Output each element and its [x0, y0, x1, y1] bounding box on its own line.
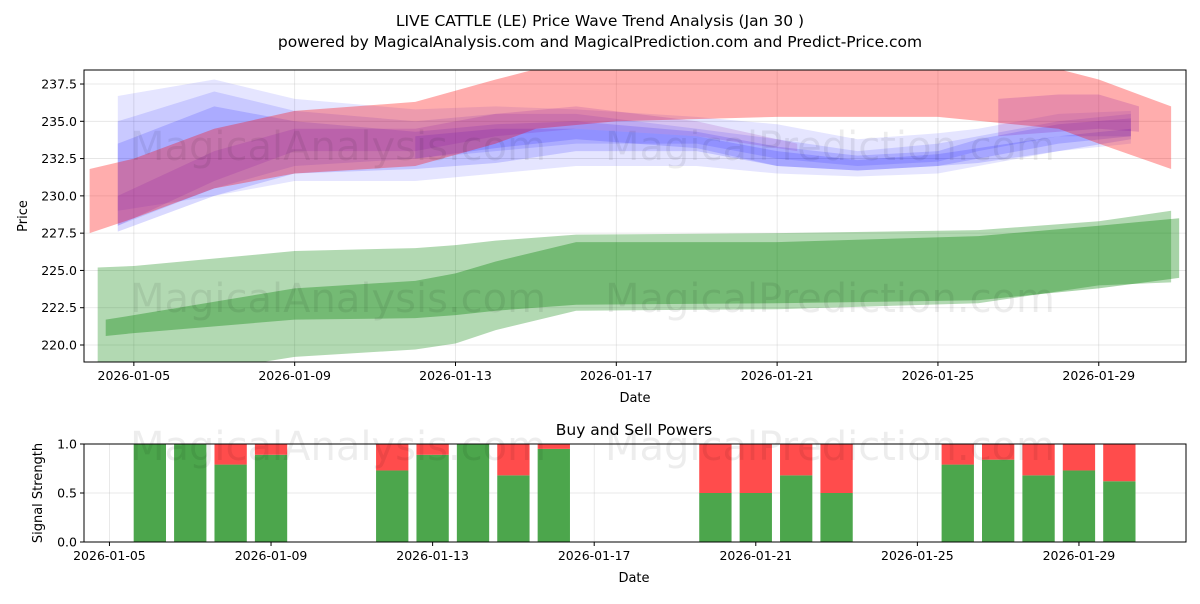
band-purple-1: [117, 106, 798, 226]
buy-bar: [739, 493, 772, 542]
x-tick-label: 2026-01-25: [881, 548, 954, 563]
plot-frame: [83, 443, 1187, 543]
sell-bar: [739, 444, 772, 493]
x-tick-label: 2026-01-13: [396, 548, 469, 563]
band-blue-1: [117, 79, 1131, 211]
sell-bar: [214, 444, 247, 465]
buy-bar: [214, 464, 247, 542]
y-tick-label: 0.5: [57, 486, 77, 501]
buy-bar: [174, 444, 207, 542]
watermark: MagicalAnalysis.com: [130, 424, 546, 470]
x-tick-label: 2026-01-29: [1062, 368, 1135, 383]
buy-bar: [1103, 481, 1136, 542]
plot-frame: [83, 69, 1187, 363]
buy-bar: [254, 454, 288, 542]
buy-bar: [497, 475, 530, 542]
band-blue-4: [415, 128, 1131, 171]
y-tick-label: 230.0: [41, 188, 77, 203]
sell-bar: [982, 444, 1015, 460]
y-tick-label: 220.0: [41, 337, 77, 352]
sell-bar: [941, 444, 974, 465]
sell-bar: [699, 444, 732, 493]
x-tick-label: 2026-01-05: [73, 548, 146, 563]
top-x-axis-label: Date: [619, 391, 650, 406]
buy-bar: [537, 448, 570, 542]
buy-bar: [1022, 475, 1055, 542]
bottom-y-axis-label: Signal Strength: [31, 443, 46, 543]
sell-bar: [780, 444, 813, 476]
x-tick-label: 2026-01-13: [419, 368, 492, 383]
sell-bar: [416, 444, 449, 455]
y-tick-label: 222.5: [41, 300, 77, 315]
watermark: MagicalAnalysis.com: [130, 276, 546, 322]
sell-bar: [1103, 444, 1136, 482]
bottom-x-axis-label: Date: [618, 571, 649, 586]
y-tick-label: 235.0: [41, 114, 77, 129]
buy-bar: [941, 464, 974, 542]
sell-bar: [1062, 444, 1096, 471]
y-tick-label: 1.0: [57, 437, 77, 452]
x-tick-label: 2026-01-17: [580, 368, 653, 383]
x-tick-label: 2026-01-05: [98, 368, 171, 383]
sell-bar: [497, 444, 530, 476]
band-green-inner: [105, 218, 1180, 337]
buy-bar: [416, 454, 449, 542]
y-tick-label: 232.5: [41, 151, 77, 166]
watermark: MagicalPrediction.com: [605, 424, 1055, 470]
price-wave-chart: MagicalAnalysis.com MagicalPrediction.com…: [41, 69, 1187, 383]
x-tick-label: 2026-01-09: [258, 368, 331, 383]
y-tick-label: 0.0: [57, 535, 77, 550]
band-purple-2: [998, 94, 1139, 137]
sell-bar: [537, 444, 570, 449]
watermark: MagicalPrediction.com: [605, 124, 1055, 170]
band-blue-2: [117, 91, 1131, 226]
buy-bar: [820, 493, 853, 542]
sell-bar: [820, 444, 853, 493]
band-blue-3: [117, 106, 1131, 232]
top-y-axis-label: Price: [16, 200, 31, 232]
y-tick-label: 237.5: [41, 77, 77, 92]
x-tick-label: 2026-01-21: [719, 548, 792, 563]
watermark: MagicalAnalysis.com: [130, 124, 546, 170]
x-tick-label: 2026-01-09: [235, 548, 308, 563]
y-tick-label: 227.5: [41, 226, 77, 241]
bottom-chart-title: Buy and Sell Powers: [556, 421, 713, 439]
buy-bar: [982, 459, 1015, 542]
x-tick-label: 2026-01-21: [741, 368, 814, 383]
x-tick-label: 2026-01-25: [902, 368, 975, 383]
chart-subtitle: powered by MagicalAnalysis.com and Magic…: [278, 33, 922, 51]
band-green-outer: [97, 210, 1172, 362]
buy-bar: [699, 493, 732, 542]
sell-bar: [1022, 444, 1055, 476]
buy-bar: [780, 475, 813, 542]
band-red-main: [89, 70, 1172, 234]
watermark: MagicalPrediction.com: [605, 276, 1055, 322]
buy-sell-power-chart: 2026-01-05 2026-01-09 2026-01-13 2026-01-17…: [57, 424, 1187, 563]
buy-bar: [133, 444, 167, 542]
sell-bar: [376, 444, 409, 471]
x-tick-label: 2026-01-17: [558, 548, 631, 563]
buy-bar: [456, 444, 490, 542]
buy-bar: [376, 470, 409, 542]
x-tick-label: 2026-01-29: [1043, 548, 1116, 563]
sell-bar: [254, 444, 288, 455]
y-tick-label: 225.0: [41, 263, 77, 278]
buy-bar: [1062, 470, 1096, 542]
chart-title: LIVE CATTLE (LE) Price Wave Trend Analys…: [396, 12, 804, 30]
